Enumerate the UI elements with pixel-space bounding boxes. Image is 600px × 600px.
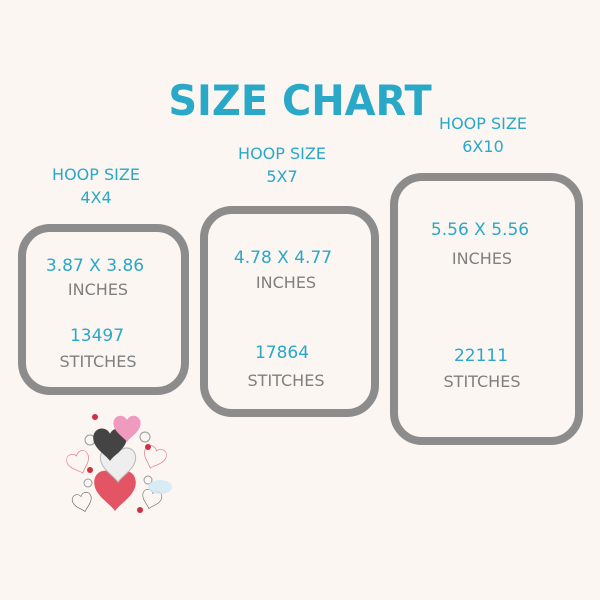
hoop-frame-5x7 [200, 206, 379, 417]
hoop-size-label: HOOP SIZE [439, 114, 527, 133]
hoop-label-6x10: HOOP SIZE 6X10 [439, 112, 527, 158]
hoop-size-value: 5X7 [266, 167, 298, 186]
hoop-label-5x7: HOOP SIZE 5X7 [238, 142, 326, 188]
page-title: SIZE CHART [168, 76, 432, 125]
hoop-size-label: HOOP SIZE [52, 165, 140, 184]
stitch-count: 22111 [453, 346, 509, 366]
dimensions-value: 4.78 X 4.77 [233, 248, 333, 268]
hoop-size-value: 4X4 [80, 188, 112, 207]
stitch-unit: STITCHES [59, 352, 137, 371]
stitch-unit: STITCHES [247, 371, 325, 390]
dimensions-unit: INCHES [255, 273, 317, 292]
stitch-unit: STITCHES [443, 372, 521, 391]
hoop-frame-4x4 [18, 224, 189, 395]
dimensions-unit: INCHES [67, 280, 129, 299]
hoop-frame-6x10 [390, 173, 583, 445]
stitch-count: 17864 [254, 343, 310, 363]
hoop-label-4x4: HOOP SIZE 4X4 [52, 163, 140, 209]
dimensions-value: 5.56 X 5.56 [430, 220, 530, 240]
dimensions-value: 3.87 X 3.86 [45, 256, 145, 276]
hearts-design-image [64, 414, 172, 515]
hoop-size-label: HOOP SIZE [238, 144, 326, 163]
dimensions-unit: INCHES [451, 249, 513, 268]
hoop-size-value: 6X10 [462, 137, 504, 156]
stitch-count: 13497 [69, 326, 125, 346]
